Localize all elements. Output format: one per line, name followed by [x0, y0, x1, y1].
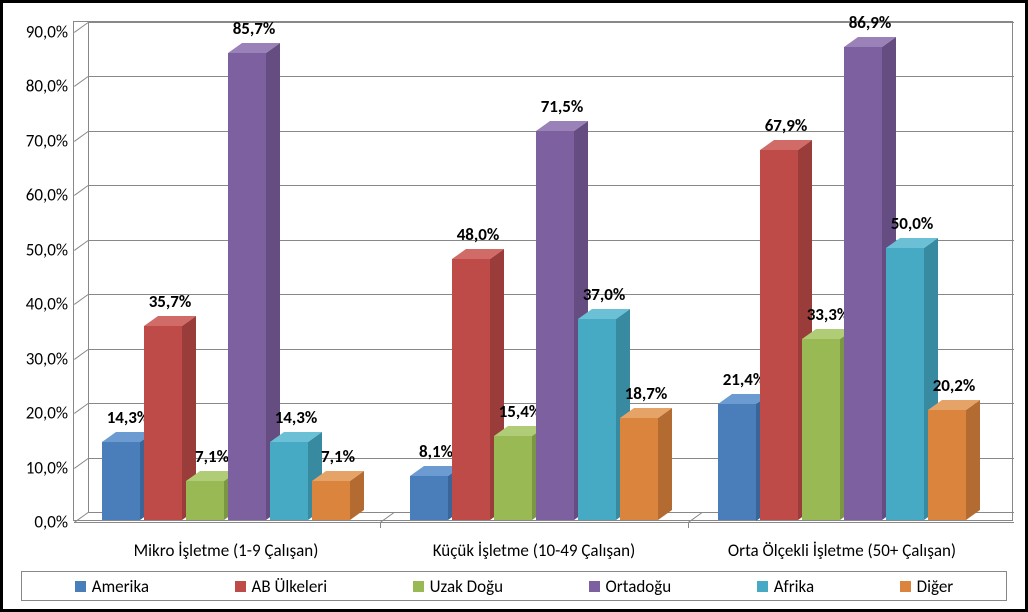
legend-swatch: [589, 581, 600, 592]
legend-swatch: [757, 581, 768, 592]
data-label: 7,1%: [195, 446, 229, 467]
y-axis-label: 80,0%: [26, 76, 68, 97]
data-label: 21,4%: [723, 369, 766, 390]
category-label: Orta Ölçekli İşletme (50+ Çalışan): [712, 540, 972, 561]
data-label: 20,2%: [933, 375, 976, 396]
bar: [536, 131, 574, 520]
y-axis-label: 60,0%: [26, 185, 68, 206]
data-label: 71,5%: [541, 96, 584, 117]
category-label: Mikro İşletme (1-9 Çalışan): [96, 540, 356, 561]
y-axis-label: 70,0%: [26, 130, 68, 151]
legend: Amerika AB Ülkeleri Uzak Doğu Ortadoğu Afrik…: [21, 571, 1007, 601]
bar: [228, 53, 266, 520]
data-label: 48,0%: [457, 224, 500, 245]
y-axis-label: 90,0%: [26, 22, 68, 43]
legend-swatch: [413, 581, 424, 592]
data-label: 37,0%: [583, 284, 626, 305]
data-label: 50,0%: [891, 213, 934, 234]
legend-label: Uzak Doğu: [430, 576, 503, 597]
data-label: 33,3%: [807, 304, 850, 325]
category-label: Küçük İşletme (10-49 Çalışan): [404, 540, 664, 561]
bar: [312, 481, 350, 520]
data-label: 35,7%: [149, 291, 192, 312]
data-label: 8,1%: [419, 441, 453, 462]
bar: [144, 326, 182, 520]
plot-area: 0,0%10,0%20,0%30,0%40,0%50,0%60,0%70,0%8…: [73, 21, 1013, 521]
y-axis-label: 40,0%: [26, 294, 68, 315]
legend-swatch: [75, 581, 86, 592]
bar: [620, 418, 658, 520]
bar: [270, 442, 308, 520]
bar: [186, 481, 224, 520]
data-label: 86,9%: [849, 12, 892, 33]
bar: [452, 259, 490, 520]
data-label: 85,7%: [233, 18, 276, 39]
legend-item: AB Ülkeleri: [235, 576, 328, 597]
bar: [578, 319, 616, 520]
legend-swatch: [900, 581, 911, 592]
chart-frame: 0,0% 10,0% 20,0% 30,0% 40,0% 50,0% 60,0% 70,0% 8…: [0, 0, 1028, 612]
legend-item: Afrika: [757, 576, 814, 597]
y-axis-label: 10,0%: [26, 457, 68, 478]
legend-swatch: [235, 581, 246, 592]
legend-item: Uzak Doğu: [413, 576, 503, 597]
legend-item: Amerika: [75, 576, 149, 597]
bar: [886, 248, 924, 520]
bar: [844, 47, 882, 520]
data-label: 14,3%: [107, 407, 150, 428]
data-label: 67,9%: [765, 115, 808, 136]
bar: [410, 476, 448, 520]
data-label: 15,4%: [499, 401, 542, 422]
bar: [102, 442, 140, 520]
data-label: 7,1%: [321, 446, 355, 467]
bar: [760, 150, 798, 520]
legend-item: Diğer: [900, 576, 954, 597]
legend-label: AB Ülkeleri: [252, 576, 328, 597]
y-axis-label: 30,0%: [26, 348, 68, 369]
legend-item: Ortadoğu: [589, 576, 672, 597]
y-axis-label: 20,0%: [26, 403, 68, 424]
y-axis-label: 50,0%: [26, 239, 68, 260]
y-axis-label: 0,0%: [34, 512, 68, 533]
bar: [494, 436, 532, 520]
legend-label: Afrika: [774, 576, 814, 597]
legend-label: Diğer: [917, 576, 954, 597]
bar: [718, 404, 756, 521]
bar: [928, 410, 966, 520]
legend-label: Ortadoğu: [606, 576, 672, 597]
data-label: 14,3%: [275, 407, 318, 428]
data-label: 18,7%: [625, 383, 668, 404]
legend-label: Amerika: [92, 576, 149, 597]
bar: [802, 339, 840, 520]
